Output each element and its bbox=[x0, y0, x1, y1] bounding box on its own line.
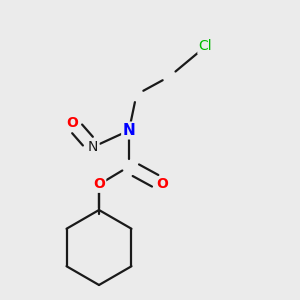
Text: N: N bbox=[123, 123, 135, 138]
Text: N: N bbox=[88, 140, 98, 154]
Text: O: O bbox=[66, 116, 78, 130]
Text: O: O bbox=[156, 178, 168, 191]
Text: O: O bbox=[93, 178, 105, 191]
Text: Cl: Cl bbox=[199, 40, 212, 53]
